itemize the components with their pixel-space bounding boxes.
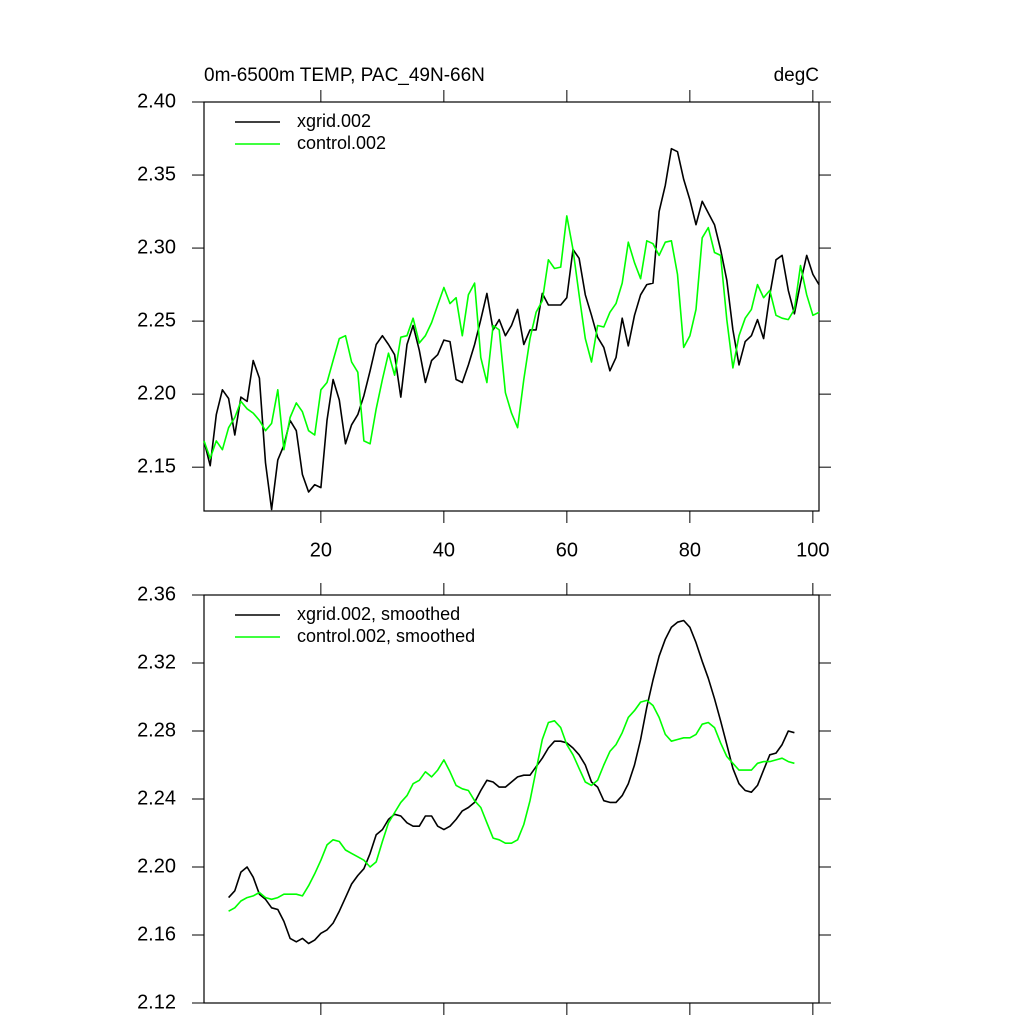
legend-label: control.002	[297, 133, 386, 153]
y-tick-label: 2.30	[137, 236, 176, 258]
data-line	[228, 619, 795, 945]
y-tick-label: 2.32	[137, 651, 176, 673]
x-tick-label: 40	[433, 539, 455, 561]
y-tick-label: 2.24	[137, 787, 176, 809]
units-label: degC	[774, 65, 819, 86]
y-tick-label: 2.28	[137, 719, 176, 741]
plot-frame	[203, 101, 820, 512]
y-tick-label: 2.35	[137, 163, 176, 185]
chart-title: 0m-6500m TEMP, PAC_49N-66N	[204, 65, 485, 86]
legend-label: xgrid.002	[297, 111, 371, 131]
data-line	[228, 699, 795, 912]
y-tick-label: 2.25	[137, 309, 176, 331]
y-tick-label: 2.40	[137, 90, 176, 112]
y-tick-label: 2.36	[137, 583, 176, 605]
legend-label: control.002, smoothed	[297, 626, 475, 646]
y-tick-label: 2.20	[137, 855, 176, 877]
y-tick-label: 2.12	[137, 991, 176, 1013]
y-tick-label: 2.20	[137, 382, 176, 404]
y-tick-label: 2.15	[137, 455, 176, 477]
data-line	[203, 215, 820, 460]
x-tick-label: 80	[679, 539, 701, 561]
x-tick-label: 60	[556, 539, 578, 561]
y-tick-label: 2.16	[137, 923, 176, 945]
x-tick-label: 100	[796, 539, 829, 561]
legend-label: xgrid.002, smoothed	[297, 604, 460, 624]
data-line	[203, 147, 820, 511]
x-tick-label: 20	[310, 539, 332, 561]
